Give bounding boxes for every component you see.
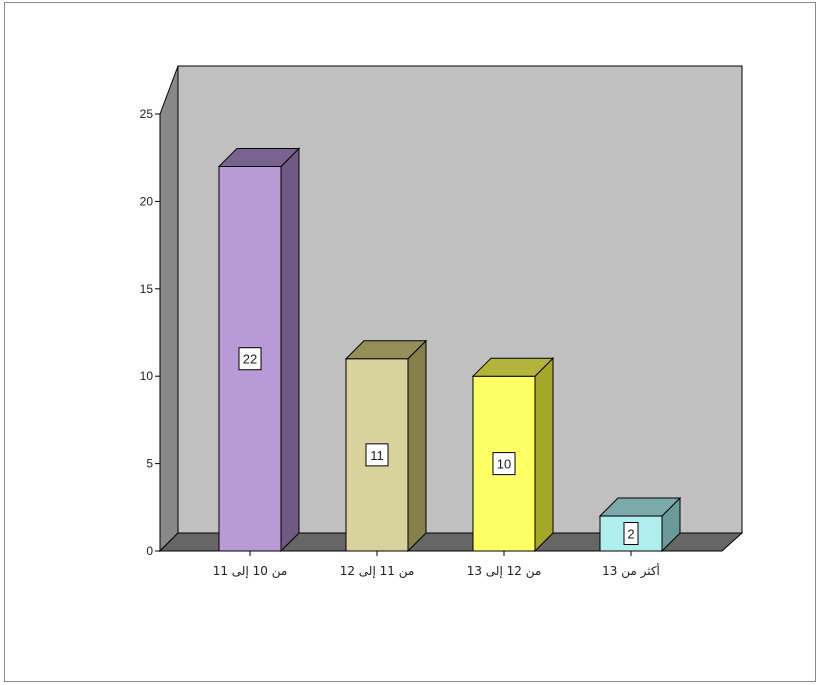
y-axis: 0 5 10 15 20 25 bbox=[140, 107, 161, 558]
x-tick-label: من 10 إلى 11 bbox=[213, 564, 288, 579]
bar-top bbox=[217, 147, 301, 167]
bar-top bbox=[598, 497, 682, 517]
bars: 22 11 10 2 bbox=[217, 147, 682, 553]
bar-top bbox=[471, 357, 555, 377]
y-tick-label: 10 bbox=[140, 369, 154, 383]
data-label-box bbox=[492, 452, 516, 476]
x-tick-label: من 12 إلى 13 bbox=[467, 564, 542, 579]
data-label-box bbox=[365, 443, 389, 467]
data-label-box bbox=[623, 522, 639, 546]
data-label-box bbox=[238, 347, 262, 371]
bar-side bbox=[534, 356, 554, 553]
y-tick-label: 0 bbox=[146, 544, 153, 558]
bar: 2 bbox=[598, 496, 682, 553]
y-tick-label: 20 bbox=[140, 194, 154, 208]
x-tick-label: أكثر من 13 bbox=[602, 563, 660, 579]
x-axis: من 10 إلى 11 من 11 إلى 12 من 12 إلى 13 أكثر… bbox=[213, 551, 660, 579]
y-tick-label: 15 bbox=[140, 282, 154, 296]
y-tick-label: 25 bbox=[140, 107, 154, 121]
bar-side bbox=[407, 339, 427, 553]
y-tick-label: 5 bbox=[146, 457, 153, 471]
data-label: 10 bbox=[497, 457, 511, 472]
data-label: 11 bbox=[370, 448, 384, 463]
chart-walls bbox=[158, 65, 744, 553]
bar: 11 bbox=[344, 339, 428, 553]
bar: 22 bbox=[217, 147, 301, 553]
bar-side bbox=[280, 147, 300, 553]
data-label: 2 bbox=[627, 527, 634, 542]
bar: 10 bbox=[471, 356, 555, 553]
data-label: 22 bbox=[243, 352, 257, 367]
bar-top bbox=[344, 340, 428, 360]
side-wall bbox=[159, 65, 179, 553]
x-tick-label: من 11 إلى 12 bbox=[340, 564, 415, 579]
